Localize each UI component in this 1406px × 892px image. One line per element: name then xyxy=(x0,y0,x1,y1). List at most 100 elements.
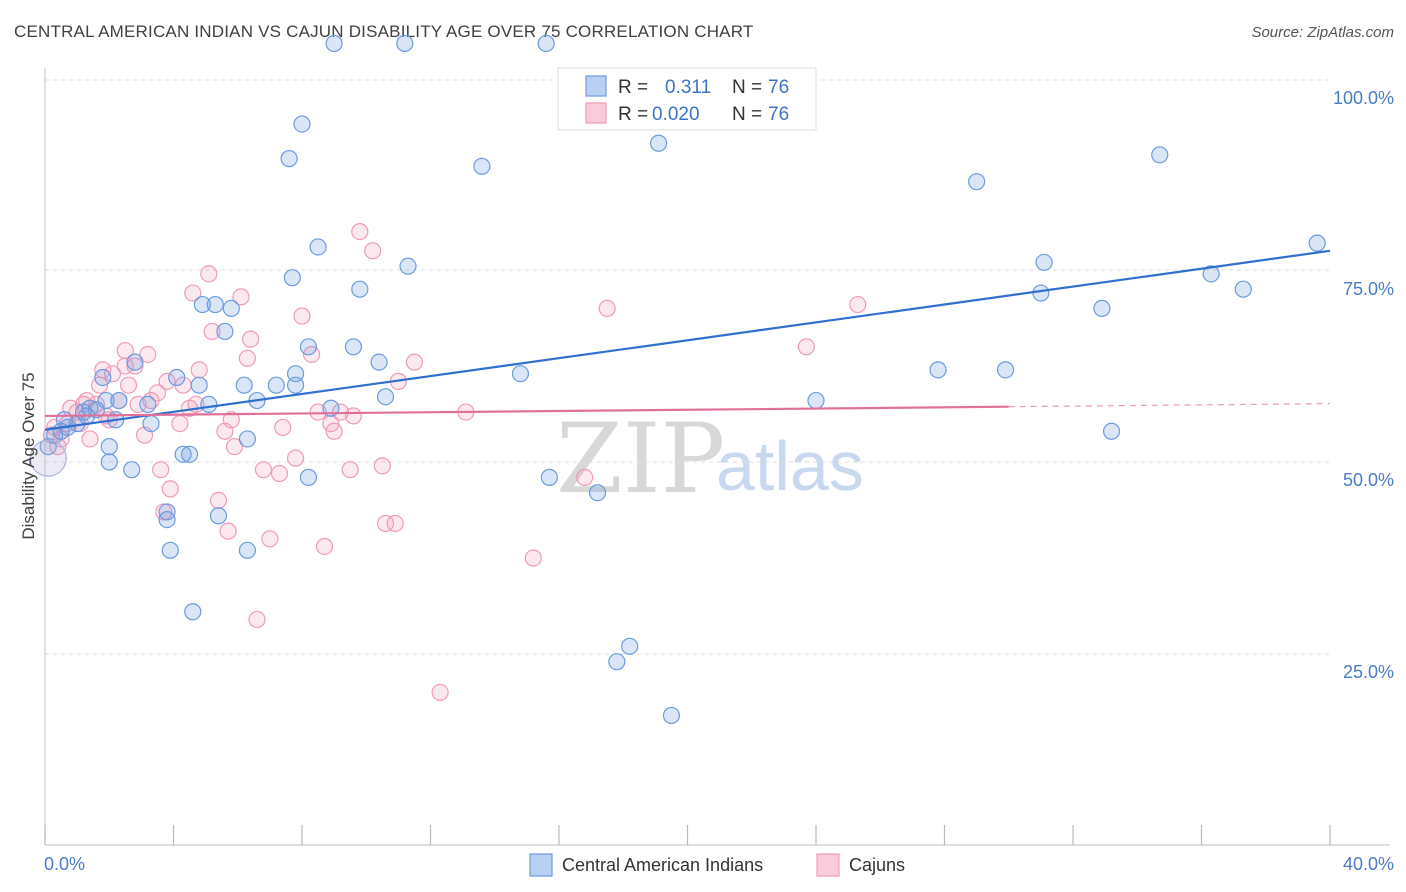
central-american-indians-point xyxy=(929,361,947,379)
trend-line-blue xyxy=(44,249,1331,431)
cajuns-point xyxy=(103,365,122,383)
cajuns-point xyxy=(209,491,228,509)
central-american-indians-point xyxy=(190,376,208,394)
cajuns-point xyxy=(158,372,176,390)
cajuns-point xyxy=(126,357,144,375)
central-american-indians-point xyxy=(100,438,118,456)
source-label: Source: ZipAtlas.com xyxy=(1251,24,1394,41)
watermark-atlas: atlas xyxy=(716,427,864,505)
cajuns-point xyxy=(222,411,240,429)
trend-lines xyxy=(44,249,1331,431)
y-tick-label: 75.0% xyxy=(1343,279,1394,299)
trend-line-pink xyxy=(44,405,1009,418)
chart-title: CENTRAL AMERICAN INDIAN VS CAJUN DISABIL… xyxy=(14,22,754,41)
cajuns-point xyxy=(274,418,292,437)
central-american-indians-point xyxy=(399,257,417,275)
cajuns-point xyxy=(315,537,334,556)
cajuns-point xyxy=(376,514,395,533)
central-american-indians-point xyxy=(174,445,192,463)
cajuns-point xyxy=(248,610,266,629)
central-american-indians-point xyxy=(193,295,212,314)
central-american-indians-point xyxy=(1234,280,1252,298)
central-american-indians-point xyxy=(473,157,491,175)
cajuns-point xyxy=(184,284,202,302)
central-american-indians-point xyxy=(139,395,157,413)
central-american-indians-point xyxy=(396,34,414,53)
cajuns-point xyxy=(373,457,391,475)
cajuns-point xyxy=(293,307,311,325)
central-american-indians-point xyxy=(39,438,57,456)
correlation-legend: R = 0.311 N = 76 R = 0.020 N = 76 xyxy=(557,67,817,131)
legend-r-label-pink: R = xyxy=(618,104,648,125)
central-american-indians-point xyxy=(29,439,67,477)
legend-swatch-blue xyxy=(585,75,607,97)
central-american-indians-point xyxy=(209,507,228,525)
central-american-indians-point xyxy=(996,361,1015,379)
cajuns-point xyxy=(576,468,594,486)
cajuns-point xyxy=(200,265,218,283)
central-american-indians-point xyxy=(1202,265,1220,283)
cajuns-point xyxy=(116,342,134,360)
cajuns-point xyxy=(254,461,273,479)
y-tick-label: 50.0% xyxy=(1343,470,1394,490)
cajuns-point xyxy=(238,349,256,367)
cajuns-point xyxy=(119,376,138,394)
central-american-indians-point xyxy=(168,368,186,387)
cajuns-point xyxy=(797,338,815,356)
legend-n-value-pink: 76 xyxy=(768,104,789,125)
central-american-indians-point xyxy=(94,368,112,387)
cajuns-point xyxy=(431,683,449,702)
cajuns-point xyxy=(225,438,244,456)
cajuns-point xyxy=(190,361,208,379)
cajuns-point xyxy=(116,357,134,375)
central-american-indians-point xyxy=(299,468,318,486)
cajuns-point xyxy=(286,449,305,467)
central-american-indians-point xyxy=(588,484,607,502)
central-american-indians-point xyxy=(1308,234,1326,252)
central-american-indians-point xyxy=(325,34,343,53)
central-american-indians-point xyxy=(1035,253,1053,271)
central-american-indians-point xyxy=(238,430,256,448)
watermark-zip: ZIP xyxy=(556,403,725,515)
central-american-indians-point xyxy=(235,376,253,394)
central-american-indians-point xyxy=(376,388,395,406)
central-american-indians-point xyxy=(100,453,118,471)
central-american-indians-point xyxy=(540,468,558,486)
legend-r-value-pink: 0.020 xyxy=(652,104,700,125)
series-legend-swatch-pink xyxy=(816,853,840,877)
cajuns-point xyxy=(386,514,404,533)
central-american-indians-point xyxy=(968,173,986,191)
central-american-indians-point xyxy=(286,365,305,383)
cajuns-point xyxy=(351,223,369,241)
central-american-indians-point xyxy=(293,115,311,133)
cajuns-point xyxy=(203,322,221,341)
central-american-indians-point xyxy=(200,395,218,413)
central-american-indians-point xyxy=(1151,146,1169,164)
cajuns-point xyxy=(261,530,279,548)
central-american-indians-point xyxy=(662,706,681,725)
legend-swatch-pink xyxy=(585,102,607,124)
central-american-indians-point xyxy=(537,34,555,53)
cajuns-point xyxy=(364,242,382,260)
cajuns-point xyxy=(309,403,327,421)
cajuns-point xyxy=(129,395,147,413)
central-american-indians-point xyxy=(97,391,115,410)
central-american-indians-point xyxy=(351,280,369,298)
trend-line-pink-extension xyxy=(1008,403,1331,408)
cajuns-point xyxy=(81,430,99,448)
central-american-indians-point xyxy=(608,653,626,671)
cajuns-point xyxy=(341,461,359,479)
central-american-indians-point xyxy=(216,322,234,341)
cajuns-point xyxy=(598,299,616,317)
cajuns-point xyxy=(171,415,189,433)
cajuns-point xyxy=(152,461,170,479)
gridlines xyxy=(45,79,1330,655)
cajuns-point xyxy=(405,353,424,371)
y-tick-label: 25.0% xyxy=(1343,662,1394,682)
central-american-indians-point xyxy=(370,353,388,371)
central-american-indians-point xyxy=(123,461,141,479)
central-american-indians-point xyxy=(180,445,199,463)
cajuns-point xyxy=(242,330,260,348)
cajuns-point xyxy=(232,288,250,306)
central-american-indians-point xyxy=(126,353,144,371)
